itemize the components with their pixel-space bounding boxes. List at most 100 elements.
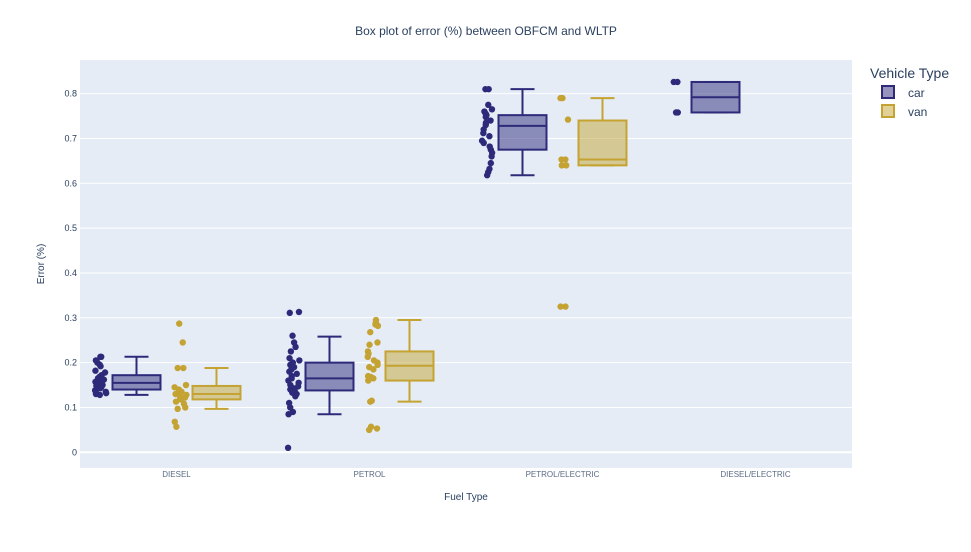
box-car-petrol-electric[interactable]: [497, 88, 548, 177]
data-point: [285, 410, 292, 418]
data-point: [367, 398, 374, 405]
data-point: [96, 391, 104, 399]
data-point: [557, 94, 564, 102]
data-point: [294, 383, 302, 390]
data-point: [672, 109, 680, 116]
data-point: [374, 361, 381, 369]
data-point: [179, 339, 186, 346]
plot-area: [80, 60, 852, 468]
box-van-diesel[interactable]: [191, 367, 242, 410]
data-point: [562, 156, 569, 163]
data-point: [102, 389, 110, 397]
data-point: [373, 425, 381, 432]
data-point: [483, 172, 491, 179]
data-point: [295, 308, 303, 316]
data-point: [289, 332, 296, 339]
data-point: [176, 320, 183, 327]
data-point: [485, 101, 492, 109]
boxes-layer: [111, 80, 741, 416]
data-point: [292, 393, 299, 400]
legend-label-car: car: [908, 86, 925, 100]
data-point: [171, 418, 178, 426]
y-tick-label: 0: [72, 447, 77, 457]
y-tick-label: 0.2: [64, 358, 77, 368]
data-point: [488, 106, 496, 113]
data-point: [564, 116, 572, 123]
data-point: [366, 341, 373, 348]
data-point: [485, 85, 492, 93]
data-point: [482, 113, 489, 121]
data-point: [293, 370, 300, 378]
box-iqr: [191, 384, 242, 401]
data-point: [97, 363, 104, 370]
chart-title: Box plot of error (%) between OBFCM and …: [355, 24, 617, 38]
points-layer: [91, 78, 681, 452]
data-point: [557, 303, 564, 310]
box-iqr: [577, 119, 628, 167]
y-axis-ticks: 0 0.1 0.2 0.3 0.4 0.5 0.6 0.7 0.8: [64, 89, 77, 458]
data-point: [374, 339, 381, 346]
data-point: [364, 353, 371, 361]
legend-swatch-van: [881, 104, 895, 118]
data-point: [92, 367, 99, 374]
data-point: [365, 377, 372, 384]
box-van-petrol[interactable]: [384, 319, 435, 403]
legend[interactable]: Vehicle Type car van: [870, 65, 949, 119]
y-tick-label: 0.7: [64, 133, 77, 143]
y-tick-label: 0.3: [64, 313, 77, 323]
data-point: [182, 404, 189, 411]
box-iqr: [497, 114, 548, 151]
box-van-petrol-electric[interactable]: [577, 97, 628, 167]
data-point: [284, 444, 292, 452]
legend-label-van: van: [908, 105, 927, 119]
x-tick-label: PETROL: [353, 470, 386, 479]
data-point: [180, 364, 187, 372]
data-point: [174, 364, 181, 372]
legend-item-car[interactable]: car: [881, 85, 925, 100]
data-point: [296, 357, 303, 364]
y-tick-label: 0.5: [64, 223, 77, 233]
data-point: [486, 133, 493, 140]
y-tick-label: 0.6: [64, 178, 77, 188]
y-tick-label: 0.4: [64, 268, 77, 278]
data-point: [674, 78, 681, 86]
data-point: [367, 328, 374, 336]
x-axis-label: Fuel Type: [444, 492, 488, 503]
data-point: [286, 309, 293, 317]
x-tick-label: DIESEL/ELECTRIC: [720, 470, 790, 479]
data-point: [182, 381, 190, 389]
data-point: [480, 129, 487, 137]
data-point: [563, 162, 570, 169]
data-point: [370, 375, 377, 382]
data-point: [558, 162, 566, 169]
data-point: [98, 353, 105, 361]
x-tick-label: DIESEL: [162, 470, 191, 479]
data-point: [487, 159, 495, 167]
data-point: [292, 343, 299, 351]
data-point: [286, 354, 293, 362]
data-point: [287, 348, 295, 355]
data-point: [370, 366, 377, 373]
box-car-diesel-electric[interactable]: [690, 80, 741, 114]
box-car-diesel[interactable]: [111, 355, 162, 396]
legend-title: Vehicle Type: [870, 65, 949, 81]
box-iqr: [304, 361, 355, 392]
data-point: [480, 139, 487, 147]
data-point: [173, 423, 180, 430]
data-point: [174, 405, 181, 413]
y-tick-label: 0.8: [64, 89, 77, 99]
data-point: [374, 322, 382, 330]
y-tick-label: 0.1: [64, 402, 77, 412]
grid-layer: [80, 93, 852, 454]
y-axis-label: Error (%): [36, 244, 47, 285]
data-point: [172, 398, 180, 405]
data-point: [562, 303, 569, 310]
data-point: [365, 426, 373, 434]
box-car-petrol[interactable]: [304, 335, 355, 416]
data-point: [488, 153, 495, 160]
x-tick-label: PETROL/ELECTRIC: [526, 470, 600, 479]
legend-item-van[interactable]: van: [881, 104, 927, 119]
legend-swatch-car: [881, 85, 895, 99]
